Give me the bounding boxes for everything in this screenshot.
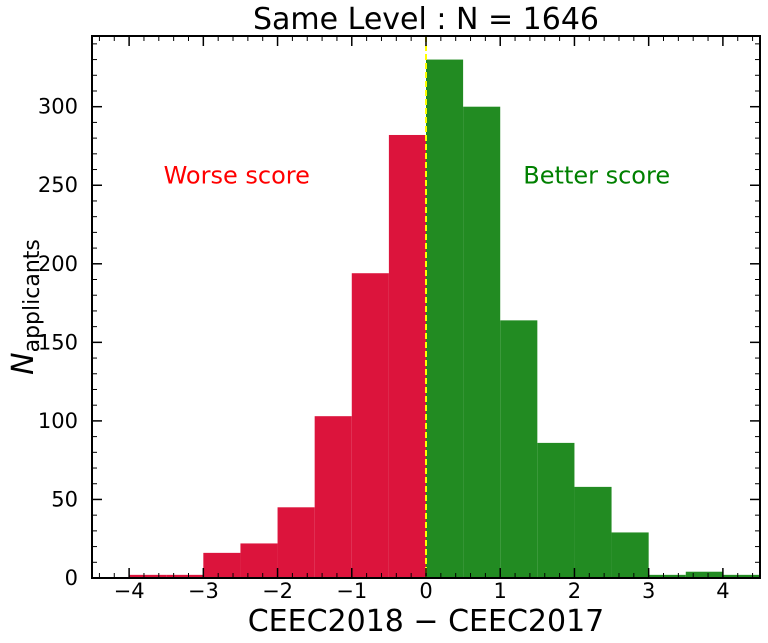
x-tick-label: −3 xyxy=(188,579,219,603)
x-tick-label: −1 xyxy=(336,579,367,603)
histogram-bar-1 xyxy=(166,574,204,578)
histogram-bar-15 xyxy=(685,571,723,578)
tick-labels: −4 −3 −2 −1 0 1 2 3 4 0 50 100 150 200 250 300 xyxy=(38,95,730,603)
y-tick-label: 100 xyxy=(38,409,78,433)
y-axis-label-sub: applicants xyxy=(20,239,45,352)
y-tick-label: 0 xyxy=(65,566,78,590)
annotations: Worse score Better score xyxy=(164,162,671,190)
x-tick-label: 2 xyxy=(568,579,581,603)
histogram-bar-12 xyxy=(574,486,612,578)
histogram-bar-14 xyxy=(648,574,686,578)
histogram-bar-6 xyxy=(351,273,389,578)
x-tick-label: −2 xyxy=(262,579,293,603)
x-tick-label: −4 xyxy=(114,579,145,603)
histogram-bars xyxy=(129,59,760,579)
x-tick-label: 4 xyxy=(716,579,729,603)
histogram-bar-11 xyxy=(537,442,575,578)
histogram-bar-0 xyxy=(129,574,167,578)
histogram-bar-3 xyxy=(240,543,278,578)
histogram-bar-13 xyxy=(611,532,649,578)
y-tick-label: 300 xyxy=(38,95,78,119)
x-axis-label: CEEC2018 − CEEC2017 xyxy=(248,604,605,639)
histogram-bar-8 xyxy=(426,59,464,579)
x-tick-label: 0 xyxy=(419,579,432,603)
y-tick-label: 200 xyxy=(38,252,78,276)
x-tick-label: 1 xyxy=(494,579,507,603)
histogram-bar-4 xyxy=(277,507,315,578)
y-axis-label-main: N xyxy=(6,352,41,374)
y-tick-label: 150 xyxy=(38,330,78,354)
histogram-bar-7 xyxy=(388,134,426,578)
histogram-bar-2 xyxy=(203,552,241,578)
histogram-bar-16 xyxy=(722,574,760,578)
chart-title: Same Level : N = 1646 xyxy=(253,2,599,37)
y-tick-label: 250 xyxy=(38,173,78,197)
y-tick-label: 50 xyxy=(51,487,78,511)
plot-frame xyxy=(91,35,761,579)
histogram-bar-9 xyxy=(463,106,501,579)
y-axis-label: Napplicants xyxy=(6,239,45,375)
histogram-bar-10 xyxy=(500,320,538,578)
annotation-1: Better score xyxy=(523,162,670,190)
x-tick-label: 3 xyxy=(642,579,655,603)
histogram-bar-5 xyxy=(314,416,352,578)
annotation-0: Worse score xyxy=(164,162,310,190)
